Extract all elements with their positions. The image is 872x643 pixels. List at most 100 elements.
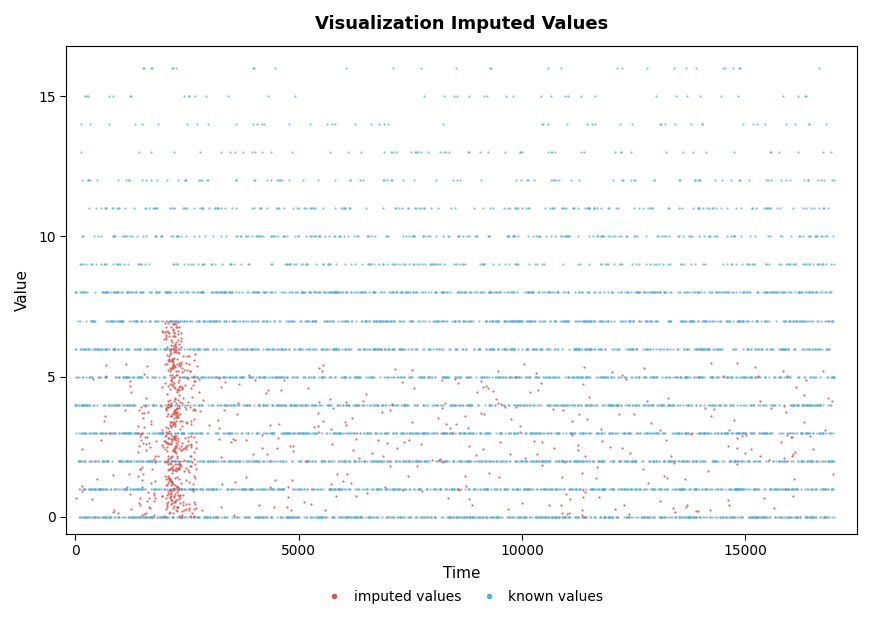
Point bbox=[161, 438, 175, 448]
Point bbox=[563, 484, 577, 494]
Point bbox=[252, 512, 266, 522]
Point bbox=[797, 175, 811, 185]
Point bbox=[82, 512, 96, 522]
Point bbox=[175, 511, 189, 521]
Point bbox=[543, 399, 557, 410]
Point bbox=[193, 287, 207, 298]
Point bbox=[116, 399, 130, 410]
Point bbox=[165, 315, 179, 325]
Point bbox=[366, 343, 380, 354]
Point bbox=[652, 428, 666, 438]
Point bbox=[106, 343, 120, 354]
Point bbox=[285, 428, 299, 438]
Point bbox=[785, 399, 799, 410]
Point bbox=[216, 372, 230, 382]
Point bbox=[723, 315, 737, 325]
Point bbox=[514, 315, 528, 325]
Point bbox=[594, 315, 608, 325]
Point bbox=[298, 372, 312, 382]
Point bbox=[567, 343, 581, 354]
Point bbox=[403, 456, 417, 466]
Point bbox=[269, 456, 283, 466]
Point bbox=[300, 484, 314, 494]
Point bbox=[589, 119, 603, 129]
Point bbox=[129, 315, 143, 325]
Point bbox=[470, 386, 484, 397]
Point bbox=[282, 343, 296, 354]
Point bbox=[532, 315, 546, 325]
Point bbox=[562, 372, 576, 382]
Point bbox=[349, 512, 363, 522]
Point bbox=[562, 372, 576, 382]
Point bbox=[559, 428, 573, 438]
Point bbox=[576, 510, 589, 520]
Point bbox=[639, 315, 653, 325]
Point bbox=[353, 175, 367, 185]
Point bbox=[393, 456, 407, 466]
Point bbox=[257, 372, 271, 382]
Point bbox=[790, 315, 804, 325]
Point bbox=[316, 259, 330, 269]
Point bbox=[698, 147, 712, 158]
Point bbox=[364, 428, 378, 438]
Point bbox=[106, 315, 119, 325]
Point bbox=[467, 231, 481, 242]
Point bbox=[565, 399, 579, 410]
Point bbox=[602, 512, 616, 522]
Point bbox=[758, 493, 772, 503]
Point bbox=[637, 512, 651, 522]
Point bbox=[115, 287, 129, 298]
Point bbox=[443, 399, 457, 410]
Point bbox=[203, 456, 217, 466]
Point bbox=[592, 315, 606, 325]
Point bbox=[395, 343, 409, 354]
Point bbox=[646, 484, 660, 494]
Point bbox=[483, 287, 497, 298]
Point bbox=[75, 399, 89, 410]
Point bbox=[169, 315, 183, 325]
Point bbox=[380, 456, 394, 466]
Point bbox=[418, 428, 432, 438]
Point bbox=[644, 399, 657, 410]
Point bbox=[691, 484, 705, 494]
Point bbox=[81, 512, 95, 522]
Point bbox=[367, 343, 381, 354]
Point bbox=[312, 426, 326, 437]
Point bbox=[155, 428, 169, 438]
Point bbox=[309, 428, 323, 438]
Point bbox=[315, 456, 329, 466]
Point bbox=[267, 502, 281, 512]
Point bbox=[730, 399, 744, 410]
Point bbox=[626, 343, 640, 354]
Point bbox=[141, 428, 155, 438]
Point bbox=[657, 343, 671, 354]
Point bbox=[426, 399, 439, 410]
Point bbox=[596, 372, 610, 382]
Point bbox=[218, 377, 232, 387]
Point bbox=[788, 259, 802, 269]
Point bbox=[522, 259, 536, 269]
Point bbox=[118, 231, 132, 242]
Point bbox=[427, 484, 441, 494]
Point bbox=[678, 399, 692, 410]
Point bbox=[147, 231, 161, 242]
Point bbox=[328, 343, 342, 354]
Point bbox=[478, 512, 492, 522]
Point bbox=[253, 512, 267, 522]
Point bbox=[449, 343, 463, 354]
Point bbox=[826, 484, 840, 494]
Point bbox=[466, 484, 480, 494]
Point bbox=[491, 372, 505, 382]
Point bbox=[288, 484, 302, 494]
Point bbox=[370, 399, 384, 410]
Point bbox=[223, 287, 237, 298]
Point bbox=[140, 175, 153, 185]
Point bbox=[343, 428, 357, 438]
Point bbox=[159, 405, 173, 415]
Point bbox=[555, 456, 569, 466]
Point bbox=[331, 456, 345, 466]
Point bbox=[229, 119, 243, 129]
Point bbox=[168, 407, 182, 417]
Point bbox=[314, 512, 328, 522]
Point bbox=[190, 512, 204, 522]
